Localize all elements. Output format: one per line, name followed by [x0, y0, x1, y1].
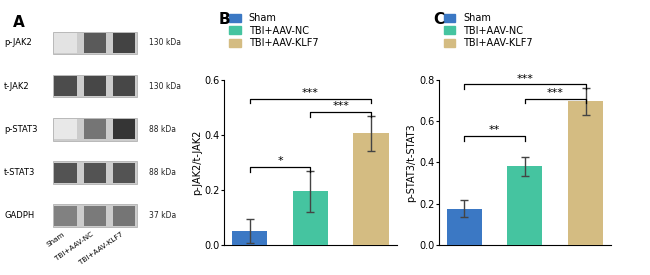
Bar: [113, 119, 135, 139]
Bar: [84, 33, 106, 53]
Bar: [53, 204, 136, 227]
Bar: [53, 32, 136, 54]
Bar: [113, 76, 135, 96]
Text: B: B: [219, 12, 231, 28]
Legend: Sham, TBI+AAV-NC, TBI+AAV-KLF7: Sham, TBI+AAV-NC, TBI+AAV-KLF7: [443, 13, 533, 48]
Bar: [84, 206, 106, 226]
Bar: [354, 133, 389, 245]
Bar: [84, 163, 106, 183]
Bar: [507, 166, 543, 245]
Text: 37 kDa: 37 kDa: [148, 211, 176, 220]
Text: 130 kDa: 130 kDa: [148, 82, 181, 91]
Text: ***: ***: [547, 88, 564, 98]
Text: A: A: [13, 15, 25, 30]
Bar: [55, 206, 77, 226]
Y-axis label: p-JAK2/t-JAK2: p-JAK2/t-JAK2: [192, 130, 202, 195]
Bar: [53, 75, 136, 97]
Text: Sham: Sham: [46, 231, 66, 248]
Bar: [84, 76, 106, 96]
Bar: [53, 118, 136, 141]
Text: *: *: [277, 156, 283, 166]
Text: GADPH: GADPH: [4, 211, 34, 220]
Text: 88 kDa: 88 kDa: [148, 125, 176, 134]
Bar: [292, 191, 328, 245]
Bar: [55, 76, 77, 96]
Bar: [568, 101, 603, 245]
Bar: [113, 33, 135, 53]
Bar: [55, 163, 77, 183]
Text: TBI+AAV-KLF7: TBI+AAV-KLF7: [78, 231, 124, 266]
Y-axis label: p-STAT3/t-STAT3: p-STAT3/t-STAT3: [406, 123, 417, 202]
Legend: Sham, TBI+AAV-NC, TBI+AAV-KLF7: Sham, TBI+AAV-NC, TBI+AAV-KLF7: [229, 13, 318, 48]
Text: ***: ***: [302, 88, 318, 98]
Bar: [55, 33, 77, 53]
Text: t-JAK2: t-JAK2: [4, 82, 30, 91]
Bar: [84, 119, 106, 139]
Text: **: **: [489, 125, 500, 135]
Text: t-STAT3: t-STAT3: [4, 168, 36, 177]
Bar: [447, 209, 482, 245]
Bar: [113, 163, 135, 183]
Text: p-JAK2: p-JAK2: [4, 39, 32, 47]
Text: C: C: [434, 12, 445, 28]
Text: p-STAT3: p-STAT3: [4, 125, 38, 134]
Text: 130 kDa: 130 kDa: [148, 39, 181, 47]
Text: ***: ***: [332, 101, 349, 111]
Bar: [55, 119, 77, 139]
Text: ***: ***: [517, 74, 533, 84]
Bar: [113, 206, 135, 226]
Bar: [232, 231, 267, 245]
Bar: [53, 161, 136, 184]
Text: TBI+AAV-NC: TBI+AAV-NC: [55, 231, 95, 262]
Text: 88 kDa: 88 kDa: [148, 168, 176, 177]
